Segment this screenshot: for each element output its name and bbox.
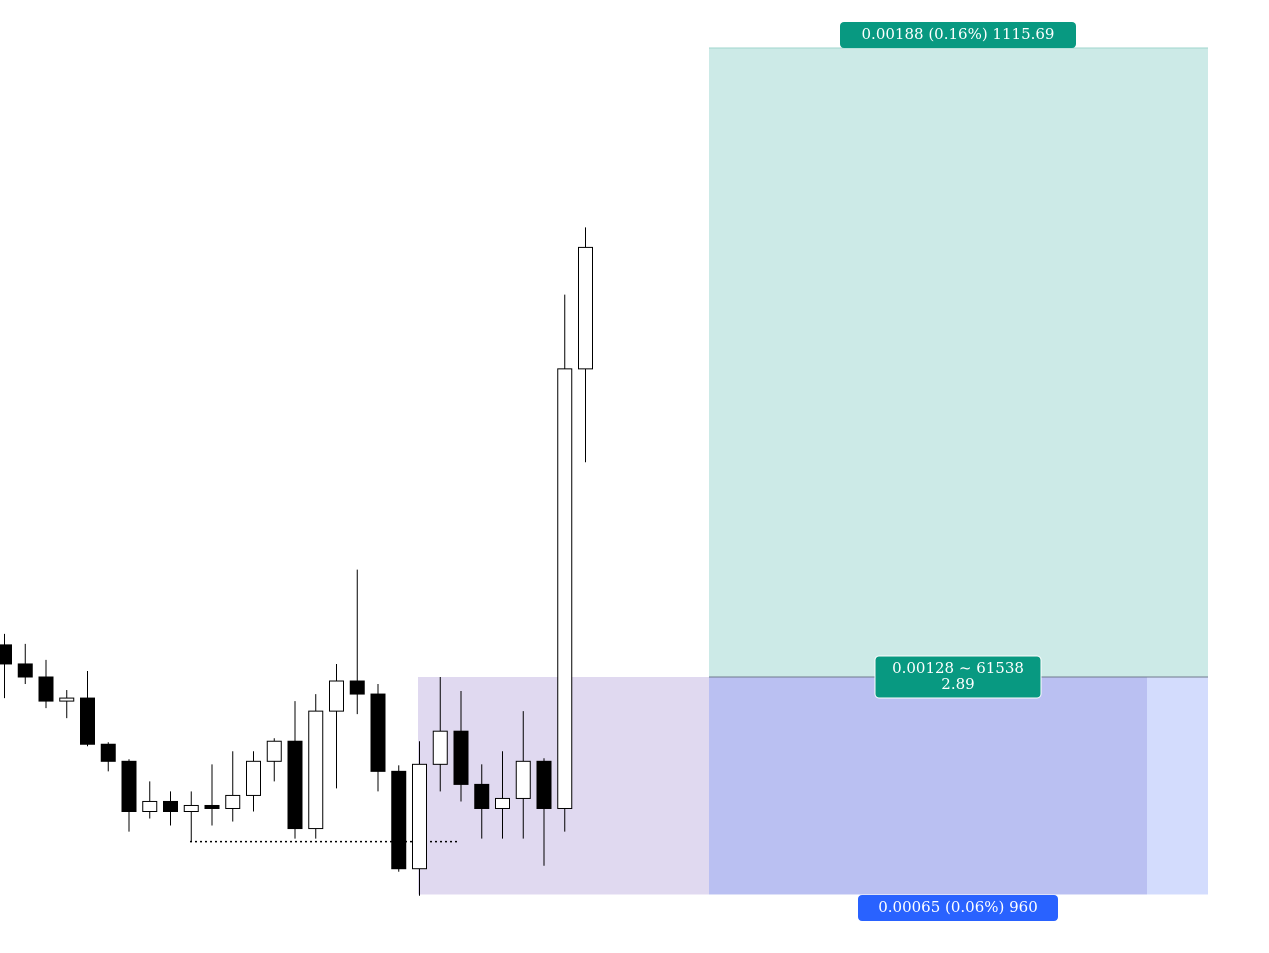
- candle-body: [183, 804, 199, 812]
- candle-body: [0, 644, 12, 665]
- candle-body: [557, 368, 573, 809]
- candle-body: [329, 680, 344, 712]
- candle-body: [453, 730, 469, 785]
- candle-body: [80, 697, 95, 745]
- candle-body: [163, 800, 178, 812]
- center-label: 0.00128 ~ 61538: [892, 659, 1024, 677]
- candle-body: [59, 697, 75, 702]
- candle-body: [432, 730, 448, 765]
- stop-label: 0.00065 (0.06%) 960: [878, 898, 1038, 916]
- candle-body: [38, 676, 54, 702]
- candle-body: [287, 740, 303, 830]
- candle-body: [412, 763, 427, 870]
- candle-body: [308, 710, 324, 830]
- target-label-box: [840, 22, 1076, 48]
- profit-zone: [709, 48, 1208, 677]
- candle-body: [225, 794, 241, 809]
- candle-body: [515, 760, 531, 799]
- stop-zone: [709, 677, 1147, 895]
- center-label-box: [874, 655, 1042, 699]
- stop-label-box: [858, 895, 1058, 921]
- candle-body: [474, 783, 490, 809]
- stop-zone-right: [1147, 677, 1208, 895]
- candle-body: [495, 797, 510, 809]
- target-label: 0.00188 (0.16%) 1115.69: [862, 25, 1055, 43]
- center-label: 2.89: [941, 675, 974, 693]
- candle-body: [391, 770, 407, 870]
- candle-body: [349, 680, 365, 695]
- candle-body: [204, 804, 220, 809]
- candle-body: [142, 800, 158, 812]
- candle-body: [578, 246, 593, 370]
- candle-body: [121, 760, 137, 812]
- candle-body: [266, 740, 282, 762]
- candle-body: [536, 760, 552, 809]
- candle-body: [370, 693, 386, 772]
- candle-body: [100, 743, 116, 762]
- candle-body: [246, 760, 261, 796]
- candle-body: [17, 663, 33, 678]
